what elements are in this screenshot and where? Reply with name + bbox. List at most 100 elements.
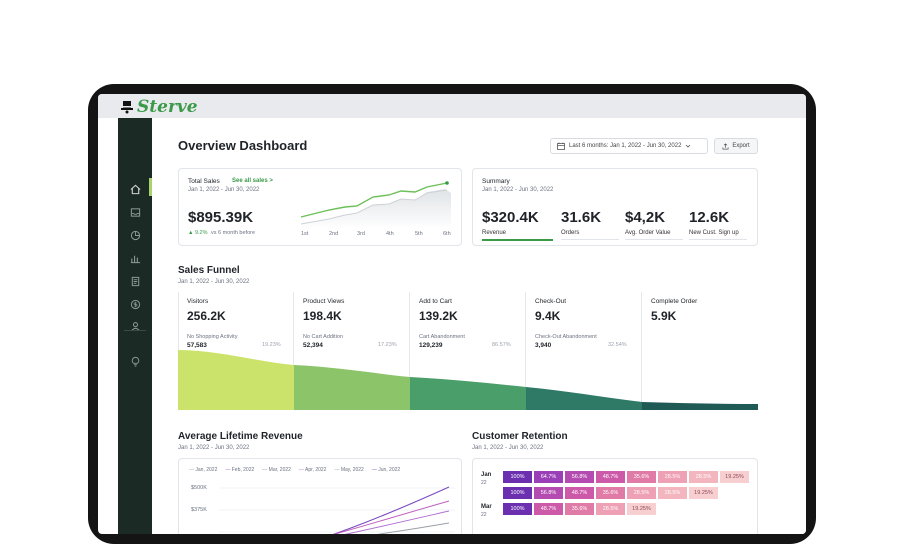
funnel-divider	[641, 292, 642, 410]
lightbulb-icon[interactable]	[128, 354, 142, 368]
funnel-drop-label: Check-Out Abandonment	[535, 334, 597, 340]
funnel-drop-pct: 32.54%	[608, 342, 627, 348]
y-label-375k: $375K	[191, 507, 207, 513]
new-customers-label: New Cust. Sign up	[689, 230, 739, 236]
retention-card: Jan 22 Mar 22 100% 64.7% 56.8% 48.7% 35.…	[472, 458, 758, 534]
retention-cell: 28.5%	[689, 471, 718, 483]
summary-dates: Jan 1, 2022 - Jun 30, 2022	[482, 187, 554, 193]
home-icon[interactable]	[128, 182, 142, 196]
row-month: Mar	[481, 504, 492, 510]
funnel-drop-value: 52,394	[303, 342, 323, 349]
retention-cell: 35.6%	[565, 503, 594, 515]
lifetime-title: Average Lifetime Revenue	[178, 431, 303, 442]
retention-cell: 28.5%	[627, 487, 656, 499]
total-sales-dates: Jan 1, 2022 - Jun 30, 2022	[188, 187, 260, 193]
sales-funnel-title: Sales Funnel	[178, 265, 240, 276]
x-label-3: 3rd	[357, 231, 365, 237]
user-icon[interactable]	[128, 319, 142, 333]
summary-card: Summary Jan 1, 2022 - Jun 30, 2022 $320.…	[472, 168, 758, 246]
funnel-drop-label: No Cart Addition	[303, 334, 344, 340]
x-label-1: 1st	[301, 231, 309, 237]
retention-cell: 56.8%	[565, 471, 594, 483]
funnel-segment-add-to-cart	[410, 377, 526, 410]
orders-label: Orders	[561, 230, 580, 236]
funnel-stage-value: 256.2K	[187, 309, 226, 323]
sales-funnel-dates: Jan 1, 2022 - Jun 30, 2022	[178, 279, 250, 285]
y-label-500k: $500K	[191, 485, 207, 491]
app-screen: Sterve Overview Dashboard Last 6 months:…	[98, 94, 806, 534]
funnel-drop-value: 3,940	[535, 342, 552, 349]
date-range-picker[interactable]: Last 6 months: Jan 1, 2022 - Jun 30, 202…	[550, 138, 708, 154]
total-sales-card: Total Sales See all sales > Jan 1, 2022 …	[178, 168, 462, 246]
funnel-segment-complete-order	[642, 402, 758, 410]
new-customers-underline	[689, 239, 747, 240]
revenue-value: $320.4K	[482, 209, 539, 226]
retention-cell: 64.7%	[534, 471, 563, 483]
funnel-stage-name: Product Views	[303, 298, 345, 305]
funnel-drop-value: 57,583	[187, 342, 207, 349]
hat-icon	[121, 101, 133, 114]
legend-feb: — Feb, 2022	[225, 467, 255, 473]
retention-cell: 35.6%	[627, 471, 656, 483]
lifetime-legend: — Jan, 2022 — Feb, 2022 — Mar, 2022 — Ap…	[189, 467, 400, 473]
funnel-drop-pct: 17.23%	[378, 342, 397, 348]
total-sales-value: $895.39K	[188, 209, 254, 226]
funnel-stage-value: 9.4K	[535, 309, 561, 323]
funnel-drop-label: Cart Abandonment	[419, 334, 465, 340]
retention-cell: 48.7%	[596, 471, 625, 483]
revenue-label: Revenue	[482, 230, 507, 236]
pie-chart-icon[interactable]	[128, 228, 142, 242]
retention-cell: 28.5%	[658, 471, 687, 483]
retention-cell: 28.5%	[658, 487, 687, 499]
funnel-stage-name: Add to Cart	[419, 298, 452, 305]
retention-cell: 28.5%	[596, 503, 625, 515]
chevron-down-icon	[686, 144, 691, 148]
see-all-sales-link[interactable]: See all sales >	[232, 178, 273, 184]
funnel-drop-pct: 19.23%	[262, 342, 281, 348]
dollar-icon[interactable]	[128, 297, 142, 311]
bar-chart-icon[interactable]	[128, 251, 142, 265]
sidebar	[118, 118, 152, 534]
export-button[interactable]: Export	[714, 138, 758, 154]
inbox-icon[interactable]	[128, 205, 142, 219]
legend-may: — May, 2022	[334, 467, 364, 473]
funnel-drop-label: No Shopping Activity	[187, 334, 238, 340]
avg-order-label: Avg. Order Value	[625, 230, 671, 236]
retention-title: Customer Retention	[472, 431, 568, 442]
funnel-stage-name: Complete Order	[651, 298, 698, 305]
avg-order-value: $4,2K	[625, 209, 666, 226]
orders-underline	[561, 239, 619, 240]
funnel-segment-visitors	[178, 350, 294, 410]
funnel-stage-value: 5.9K	[651, 309, 677, 323]
funnel-chart	[178, 350, 758, 410]
legend-jan: — Jan, 2022	[189, 467, 218, 473]
retention-cell: 100%	[503, 471, 532, 483]
retention-cell: 100%	[503, 487, 532, 499]
orders-value: 31.6K	[561, 209, 602, 226]
retention-cell: 48.7%	[534, 503, 563, 515]
sidebar-divider	[124, 330, 146, 331]
total-sales-title: Total Sales	[188, 178, 220, 185]
x-label-4: 4th	[386, 231, 394, 237]
retention-cell: 19.25%	[627, 503, 656, 515]
page-title: Overview Dashboard	[178, 138, 308, 153]
x-label-6: 6th	[443, 231, 451, 237]
row-year: 22	[481, 512, 487, 518]
revenue-active-underline	[482, 239, 553, 241]
upload-icon	[722, 142, 729, 149]
calendar-icon	[557, 142, 565, 150]
retention-cell: 19.25%	[720, 471, 749, 483]
x-label-2: 2nd	[329, 231, 339, 237]
funnel-divider	[293, 292, 294, 410]
top-bar	[98, 94, 806, 118]
app-logo[interactable]: Sterve	[120, 97, 198, 117]
app-name: Sterve	[137, 97, 198, 117]
retention-cell: 19.25%	[689, 487, 718, 499]
document-icon[interactable]	[128, 274, 142, 288]
funnel-divider	[409, 292, 410, 410]
new-customers-value: 12.6K	[689, 209, 730, 226]
row-month: Jan	[481, 472, 492, 478]
summary-title: Summary	[482, 178, 510, 185]
total-sales-change: ▲ 9.2%	[188, 230, 208, 236]
total-sales-sparkline	[300, 181, 451, 229]
